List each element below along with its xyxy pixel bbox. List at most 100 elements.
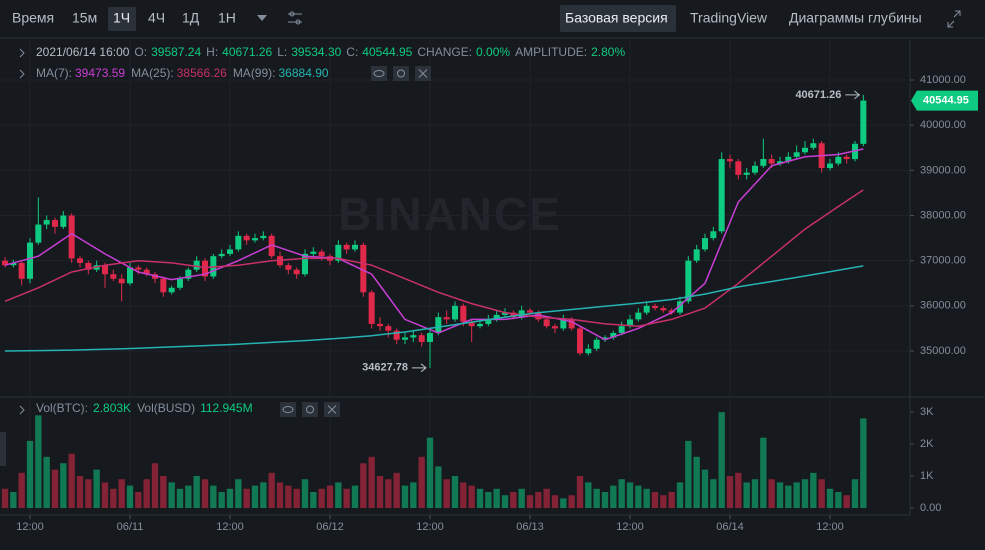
x-tick-label: 06/13 [516, 521, 544, 533]
candle-body [102, 265, 108, 275]
volume-bar [718, 412, 725, 508]
more-intervals[interactable] [257, 15, 267, 21]
volume-bar [176, 488, 184, 508]
y-tick-label: 38000.00 [920, 209, 966, 221]
volume-bar [68, 453, 75, 508]
candle-body [85, 262, 92, 270]
legend-text: MA(25): [131, 66, 174, 80]
volume-bar [801, 479, 809, 508]
legend-text: 39587.24 [151, 45, 201, 59]
volume-bar [518, 488, 525, 508]
volume-bar [793, 482, 800, 508]
view-tab[interactable]: TradingView [690, 10, 768, 26]
candle-body [135, 267, 142, 270]
volume-bar [76, 476, 84, 508]
candle-body [360, 244, 367, 293]
candle-body [577, 328, 583, 354]
candle-body [143, 269, 150, 275]
interval-tab[interactable]: 1Д [182, 10, 200, 26]
candle-body [452, 305, 458, 320]
eye-button[interactable] [371, 66, 387, 81]
volume-bar [226, 488, 234, 508]
volume-bar [810, 472, 817, 508]
interval-tab[interactable]: Время [12, 10, 54, 26]
volume-bar [710, 479, 717, 508]
volume-bar [393, 472, 400, 508]
candle-body [552, 326, 558, 329]
volume-bar [601, 492, 609, 508]
interval-tab[interactable]: 1Ч [113, 10, 130, 26]
eye-button[interactable] [280, 402, 296, 417]
candle-body [860, 100, 867, 144]
candle-body [635, 312, 642, 320]
interval-tab[interactable]: 4Ч [148, 10, 165, 26]
volume-bar [818, 479, 825, 508]
volume-bar [126, 485, 134, 508]
last-price-label: 40544.95 [923, 94, 969, 106]
candle-body [702, 238, 708, 250]
view-tab[interactable]: Базовая версия [565, 10, 668, 26]
volume-bar [368, 456, 375, 508]
y-tick-label: 35000.00 [920, 345, 966, 357]
settings-button[interactable] [393, 66, 409, 81]
x-glyph [327, 405, 337, 414]
settings-button[interactable] [302, 402, 318, 417]
view-tab[interactable]: Диаграммы глубины [789, 10, 922, 26]
candle-body [752, 165, 758, 173]
candle-body [227, 249, 233, 254]
interval-tab[interactable]: 1Н [218, 10, 236, 26]
candle-body [402, 337, 408, 340]
volume-bar [851, 479, 859, 508]
collapse-arrows[interactable] [19, 48, 25, 415]
candle-body [118, 278, 125, 284]
volume-bar [26, 440, 34, 508]
legend-text: 112.945M [200, 401, 252, 415]
legend-line: 2021/06/14 16:00 O: 39587.24 H: 40671.26 L: 39… [36, 45, 625, 59]
interval-tab[interactable]: 15м [72, 10, 97, 26]
x-tick-label: 06/14 [716, 521, 744, 533]
volume-bar [551, 495, 559, 508]
high-label: 40671.26 [795, 89, 841, 101]
vol-y-tick-label: 2K [920, 438, 934, 450]
volume-bar [668, 492, 675, 508]
candle-body [468, 321, 475, 327]
volume-bar [85, 479, 92, 508]
candle-body [168, 287, 175, 293]
candle-body [352, 244, 358, 250]
volume-bar [443, 479, 450, 508]
volume-bar [101, 482, 109, 508]
legend-text: H: [206, 45, 218, 59]
candle-body [802, 147, 808, 153]
volume-bar [401, 485, 409, 508]
x-glyph [418, 69, 428, 78]
candle-body [668, 310, 675, 313]
y-tick-label: 40000.00 [920, 119, 966, 131]
volume-bar [418, 456, 425, 508]
eye-glyph [282, 406, 294, 413]
volume-bar [243, 488, 250, 508]
volume-bar [660, 495, 667, 508]
candle-body [285, 265, 292, 270]
candle-body [68, 215, 75, 259]
volume-bar [626, 482, 634, 508]
candle-body [202, 260, 208, 277]
candle-body [18, 262, 25, 279]
volume-bar [285, 485, 292, 508]
candle-body [652, 305, 658, 309]
fullscreen-icon[interactable] [947, 10, 961, 28]
candle-body [410, 335, 417, 338]
legend-line: Vol(BTC): 2.803K Vol(BUSD) 112.945M [36, 401, 253, 415]
candle-body [560, 319, 567, 329]
volume-bar [310, 492, 317, 508]
volume-bar [201, 479, 209, 508]
candle-body [418, 335, 425, 342]
settings-icon[interactable] [288, 11, 302, 25]
scroll-handle[interactable] [0, 432, 6, 466]
candle-body [218, 253, 225, 257]
volume-bar [168, 482, 175, 508]
candle-body [602, 337, 608, 340]
candle-body [693, 249, 700, 261]
candle-body [768, 159, 775, 164]
